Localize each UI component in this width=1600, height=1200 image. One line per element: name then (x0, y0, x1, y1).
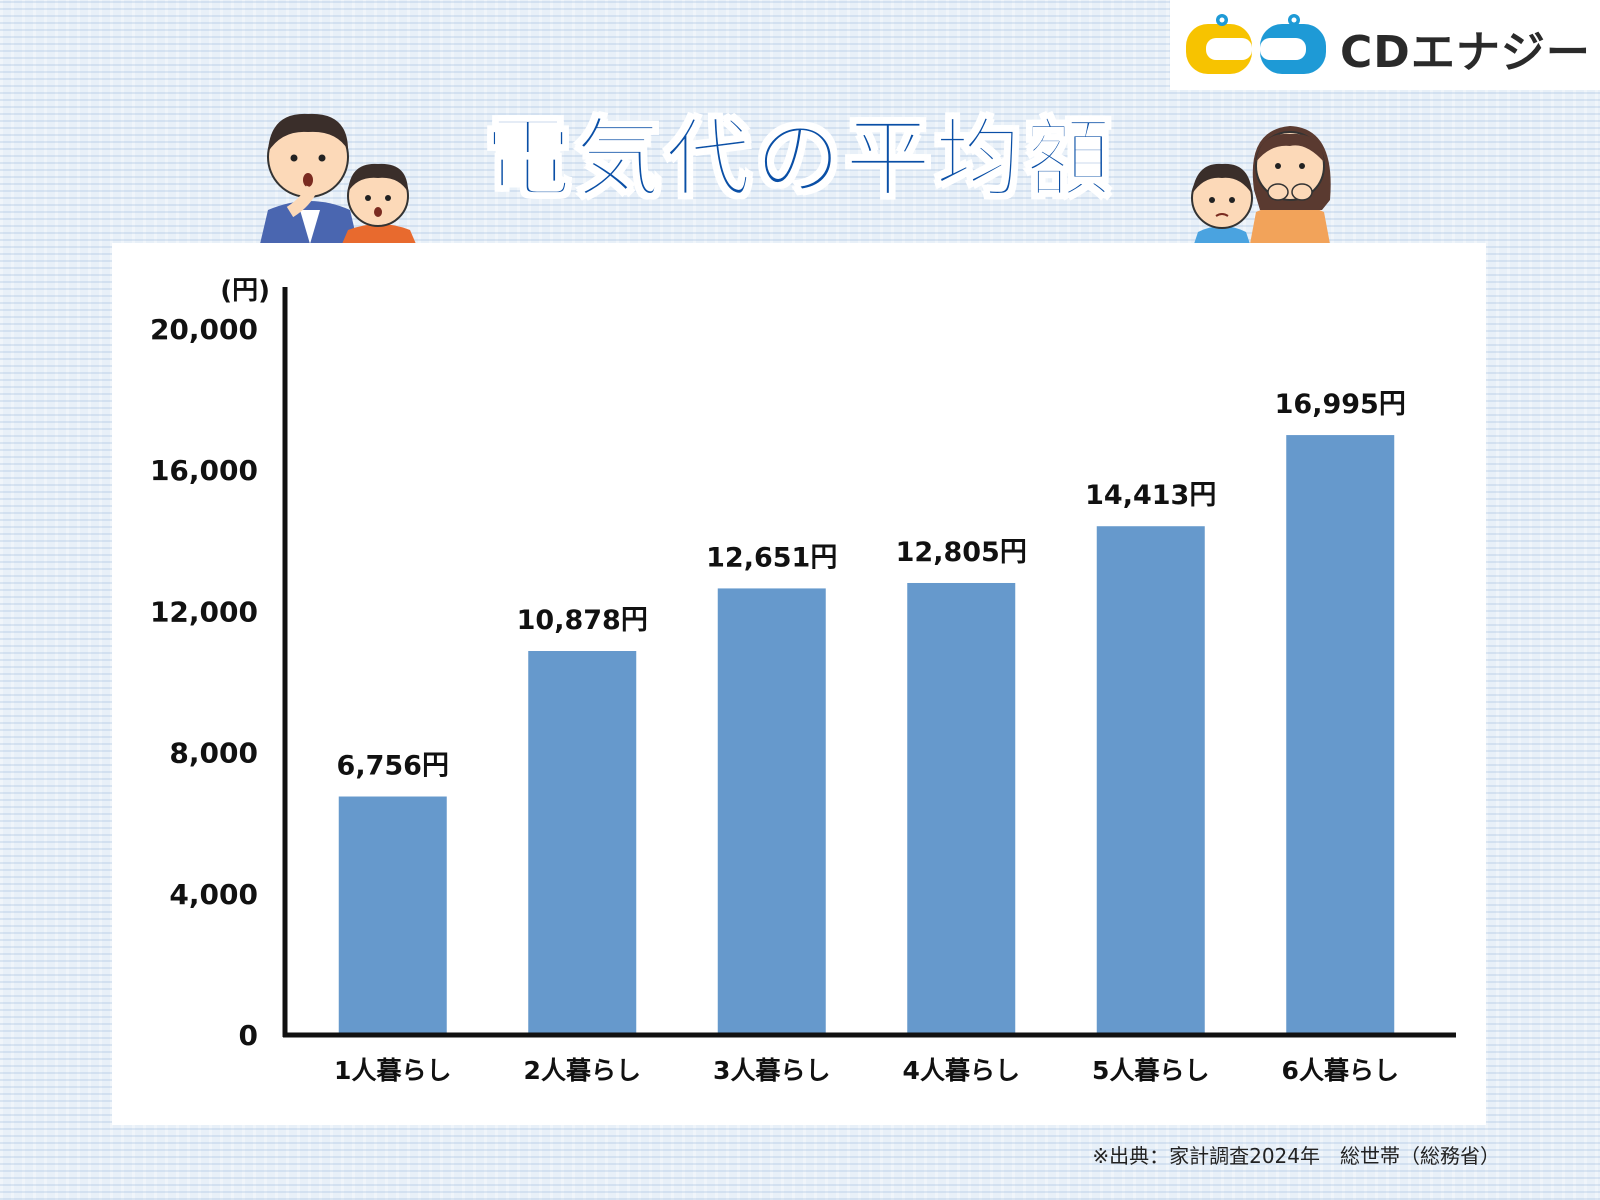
brand-mark-icon (1186, 14, 1326, 74)
daughter-figure-icon (342, 163, 416, 244)
bar-value-label: 10,878円 (517, 605, 648, 636)
y-tick-label: 12,000 (150, 595, 258, 628)
y-axis-unit-label: (円) (220, 276, 270, 306)
y-tick-label: 0 (239, 1019, 258, 1052)
x-tick-label: 5人暮らし (1092, 1056, 1209, 1085)
brand-name: CDエナジー (1340, 27, 1591, 78)
bar (338, 796, 447, 1035)
brand-logo: CDエナジー (1170, 0, 1600, 90)
father-figure-icon (260, 113, 358, 244)
y-tick-label: 16,000 (150, 454, 258, 487)
x-tick-label: 1人暮らし (334, 1056, 451, 1085)
bar-value-label: 14,413円 (1085, 480, 1216, 511)
page-title: 電気代の平均額 (484, 108, 1115, 210)
x-tick-label: 6人暮らし (1282, 1056, 1399, 1085)
bar (528, 651, 637, 1035)
x-tick-label: 4人暮らし (903, 1056, 1020, 1085)
bar (907, 582, 1016, 1035)
y-tick-label: 20,000 (150, 313, 258, 346)
bar-value-label: 16,995円 (1275, 389, 1406, 420)
son-figure-icon (1191, 163, 1253, 244)
bar-value-label: 12,651円 (706, 542, 837, 573)
bar-chart: 6,756円 1人暮らし 10,878円 2人暮らし 12,651円 3人暮らし 12,80… (150, 276, 1456, 1085)
father-daughter-illustration (260, 113, 416, 244)
y-tick-label: 4,000 (169, 878, 258, 911)
bar-value-label: 12,805円 (896, 537, 1027, 568)
bar-value-label: 6,756円 (337, 751, 449, 782)
y-tick-label: 8,000 (169, 737, 258, 770)
x-tick-label: 3人暮らし (713, 1056, 830, 1085)
mother-figure-icon (1250, 126, 1331, 244)
bar (1096, 526, 1205, 1035)
bar (717, 588, 826, 1035)
source-note: ※出典：家計調査2024年 総世帯（総務省） (1092, 1144, 1500, 1168)
mother-son-illustration (1191, 126, 1331, 244)
bar (1286, 435, 1395, 1035)
chart-panel: 6,756円 1人暮らし 10,878円 2人暮らし 12,651円 3人暮らし 12,80… (112, 243, 1486, 1125)
x-tick-label: 2人暮らし (524, 1056, 641, 1085)
